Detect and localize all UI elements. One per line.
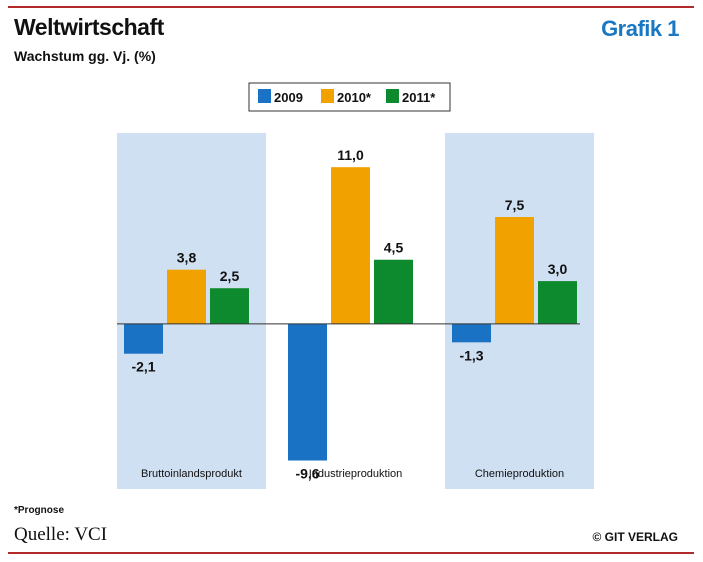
bar-chemieproduktion-2010 <box>495 217 534 324</box>
source-note: Quelle: VCI <box>14 524 108 545</box>
value-label-chemieproduktion-2010: 7,5 <box>505 197 525 213</box>
value-label-industrieproduktion-2011: 4,5 <box>384 240 404 256</box>
chart-subtitle: Wachstum gg. Vj. (%) <box>14 48 156 64</box>
category-label-chemieproduktion: Chemieproduktion <box>475 468 564 480</box>
bar-bruttoinlandsprodukt-2010 <box>167 269 206 324</box>
bar-chemieproduktion-2011 <box>538 281 577 324</box>
legend-swatch-2010 <box>321 89 334 103</box>
value-label-bruttoinlandsprodukt-2010: 3,8 <box>177 250 197 266</box>
legend-label-2010: 2010* <box>337 90 372 105</box>
value-label-bruttoinlandsprodukt-2011: 2,5 <box>220 268 240 284</box>
category-label-industrieproduktion: Industrieproduktion <box>309 468 403 480</box>
bar-industrieproduktion-2010 <box>331 167 370 324</box>
value-label-industrieproduktion-2009: -9,6 <box>295 466 319 482</box>
bar-chemieproduktion-2009 <box>452 323 491 343</box>
top-rule <box>8 6 694 8</box>
legend-box <box>248 82 451 112</box>
footnote: *Prognose <box>14 505 65 516</box>
chart-title: Weltwirtschaft <box>14 14 164 40</box>
publisher-credit: © GIT VERLAG <box>592 530 678 544</box>
bottom-rule <box>8 552 694 554</box>
bar-industrieproduktion-2009 <box>288 323 327 461</box>
value-label-chemieproduktion-2009: -1,3 <box>459 347 483 363</box>
category-label-bruttoinlandsprodukt: Bruttoinlandsprodukt <box>141 468 242 480</box>
value-label-industrieproduktion-2010: 11,0 <box>337 147 364 163</box>
legend-swatch-2011 <box>386 89 399 103</box>
legend-label-2009: 2009 <box>274 90 303 105</box>
bar-bruttoinlandsprodukt-2011 <box>210 288 249 324</box>
figure-number-badge: Grafik 1 <box>601 16 679 41</box>
value-label-bruttoinlandsprodukt-2009: -2,1 <box>131 359 155 375</box>
value-label-chemieproduktion-2011: 3,0 <box>548 261 568 277</box>
legend-swatch-2009 <box>258 89 271 103</box>
bar-industrieproduktion-2011 <box>374 259 413 324</box>
bar-bruttoinlandsprodukt-2009 <box>124 323 163 354</box>
legend-label-2011: 2011* <box>402 90 436 105</box>
